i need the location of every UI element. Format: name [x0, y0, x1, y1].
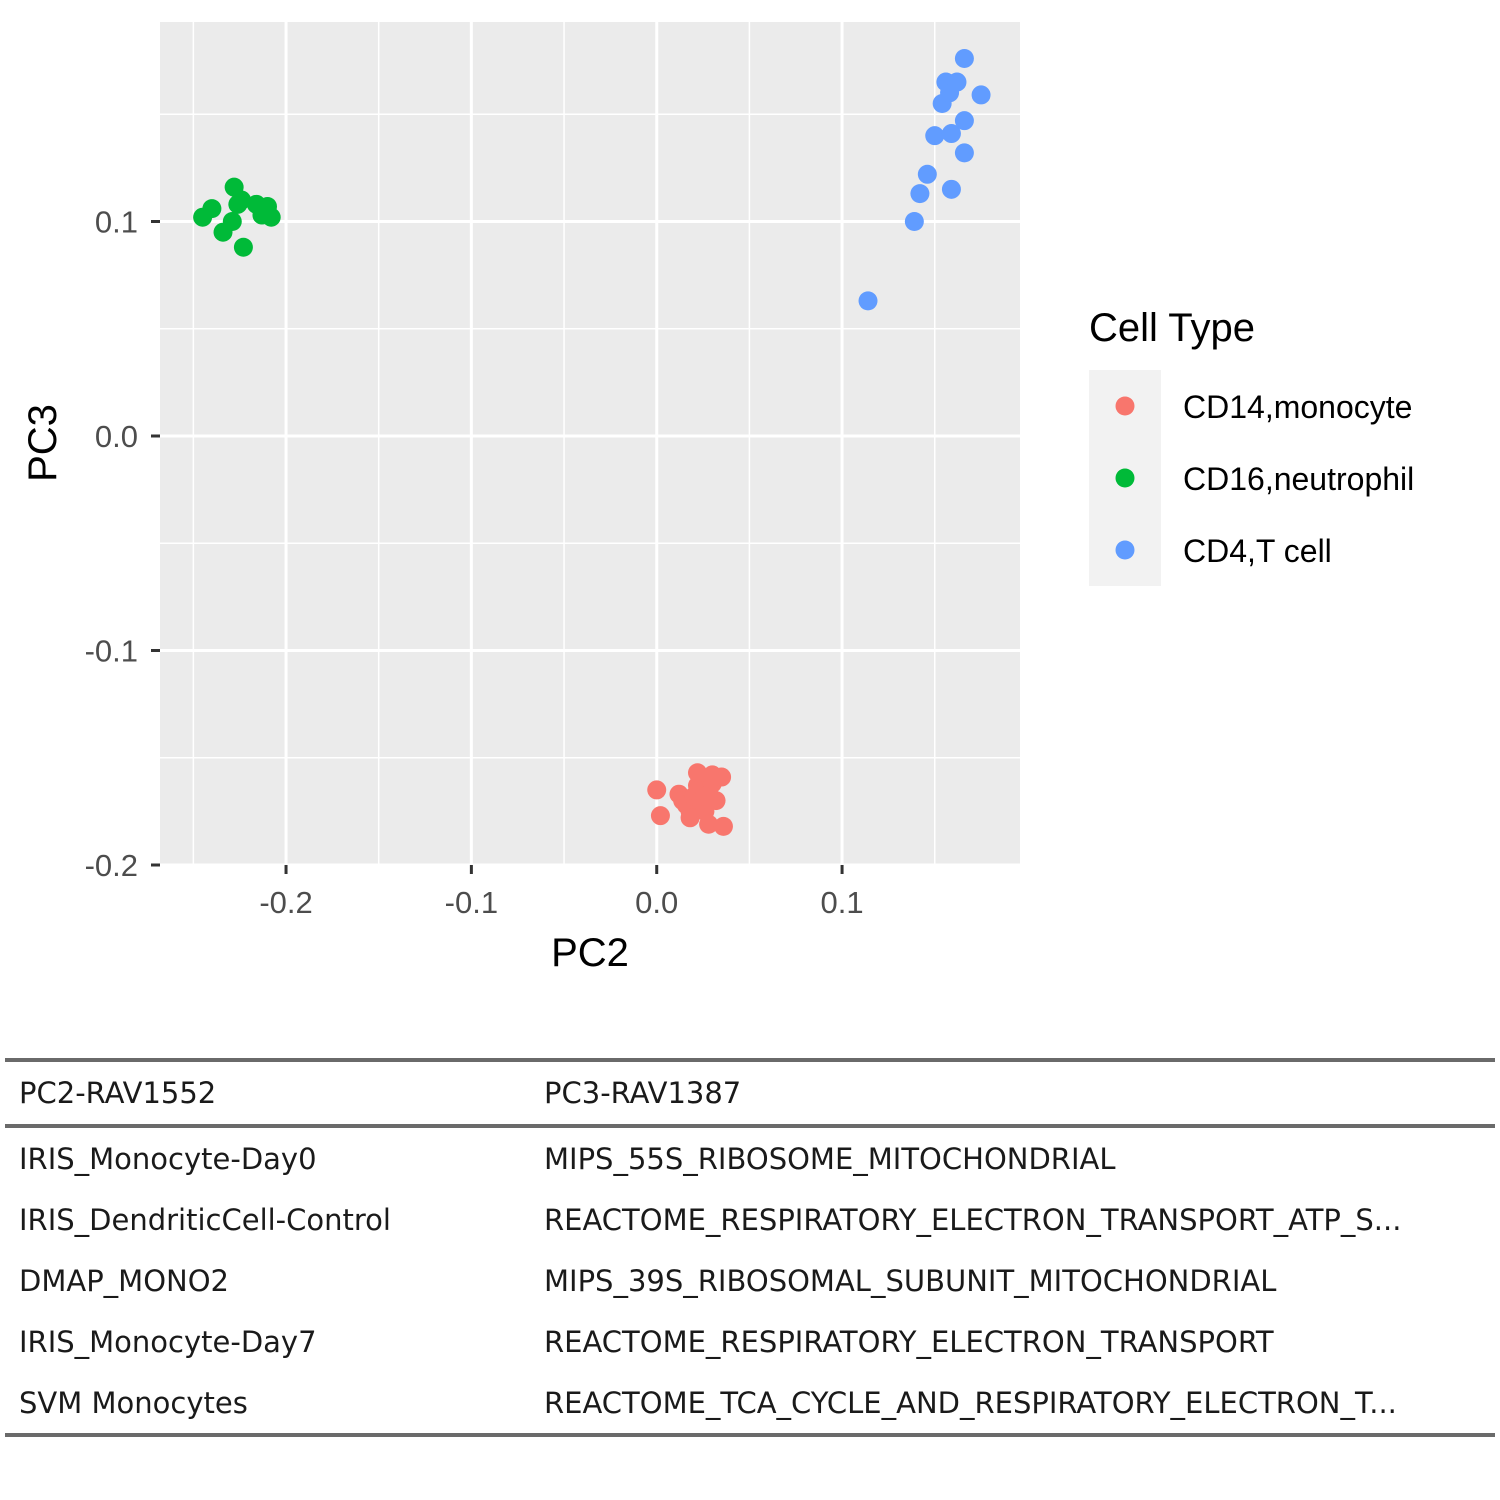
table-cell-pc2: SVM Monocytes — [19, 1385, 248, 1420]
table-cell-pc2: IRIS_Monocyte-Day0 — [19, 1141, 317, 1176]
point-cd4-t-cell — [910, 184, 930, 204]
table-row: DMAP_MONO2 MIPS_39S_RIBOSOMAL_SUBUNIT_MI… — [5, 1250, 1495, 1311]
point-cd4-t-cell — [904, 211, 924, 231]
table-cell-pc3: REACTOME_TCA_CYCLE_AND_RESPIRATORY_ELECT… — [544, 1385, 1397, 1420]
plot-panel — [160, 22, 1020, 865]
gene-set-table: PC2-RAV1552 PC3-RAV1387 IRIS_Monocyte-Da… — [5, 1058, 1495, 1437]
point-cd16-neutrophil — [261, 207, 281, 227]
y-axis: -0.2 -0.1 0.0 0.1 — [85, 204, 160, 883]
table-cell-pc3: MIPS_55S_RIBOSOME_MITOCHONDRIAL — [544, 1141, 1116, 1176]
x-axis-title: PC2 — [551, 931, 629, 975]
y-axis-title: PC3 — [21, 404, 65, 482]
table-cell-pc3: MIPS_39S_RIBOSOMAL_SUBUNIT_MITOCHONDRIAL — [544, 1263, 1277, 1298]
point-cd14-monocyte — [713, 816, 733, 836]
point-cd4-t-cell — [925, 126, 945, 146]
table-row: IRIS_Monocyte-Day0 MIPS_55S_RIBOSOME_MIT… — [5, 1126, 1495, 1189]
table-header-row: PC2-RAV1552 PC3-RAV1387 — [5, 1060, 1495, 1126]
point-cd16-neutrophil — [222, 211, 242, 231]
x-axis: -0.2 -0.1 0.0 0.1 — [259, 865, 864, 920]
legend-key-cd4-t-cell — [1115, 540, 1135, 560]
point-cd16-neutrophil — [202, 199, 222, 219]
y-tick-label: -0.2 — [85, 848, 138, 883]
data-points — [193, 48, 991, 836]
table-header-pc3: PC3-RAV1387 — [544, 1076, 742, 1110]
table-row: IRIS_Monocyte-Day7 REACTOME_RESPIRATORY_… — [5, 1311, 1495, 1372]
table-row: IRIS_DendriticCell-Control REACTOME_RESP… — [5, 1189, 1495, 1250]
y-tick-label: 0.0 — [95, 419, 138, 454]
point-cd14-monocyte — [688, 763, 707, 783]
legend: Cell Type CD14,monocyte CD16,neutrophil CD… — [1089, 306, 1414, 586]
x-tick-label: -0.1 — [445, 885, 498, 920]
table-header-pc2: PC2-RAV1552 — [19, 1076, 217, 1110]
table-cell-pc2: IRIS_Monocyte-Day7 — [19, 1324, 317, 1359]
legend-key-cd14-monocyte — [1115, 396, 1135, 416]
point-cd16-neutrophil — [232, 190, 252, 210]
point-cd4-t-cell — [941, 179, 961, 199]
point-cd14-monocyte — [680, 808, 700, 828]
x-tick-label: -0.2 — [259, 885, 312, 920]
point-cd4-t-cell — [954, 111, 974, 131]
point-cd14-monocyte — [712, 767, 732, 787]
minor-gridlines — [160, 22, 1020, 865]
legend-title: Cell Type — [1089, 306, 1255, 350]
point-cd14-monocyte — [647, 780, 667, 800]
legend-label-cd4-t-cell: CD4,T cell — [1183, 533, 1332, 569]
pca-scatter-plot: -0.2 -0.1 0.0 0.1 -0.2 -0.1 0.0 0.1 PC2 PC3 Ce… — [21, 22, 1414, 975]
point-cd16-neutrophil — [233, 237, 253, 257]
y-tick-label: 0.1 — [95, 204, 138, 239]
point-cd4-t-cell — [917, 164, 937, 184]
point-cd4-t-cell — [858, 291, 878, 311]
point-cd4-t-cell — [947, 72, 967, 92]
table-cell-pc3: REACTOME_RESPIRATORY_ELECTRON_TRANSPORT_… — [544, 1202, 1402, 1237]
major-gridlines — [160, 22, 1020, 867]
point-cd4-t-cell — [954, 48, 974, 68]
table-cell-pc3: REACTOME_RESPIRATORY_ELECTRON_TRANSPORT — [544, 1324, 1274, 1359]
point-cd4-t-cell — [954, 143, 974, 163]
table-row: SVM Monocytes REACTOME_TCA_CYCLE_AND_RES… — [5, 1372, 1495, 1435]
gene-set-table-container: PC2-RAV1552 PC3-RAV1387 IRIS_Monocyte-Da… — [5, 1058, 1495, 1437]
x-tick-label: 0.1 — [821, 885, 864, 920]
legend-key-cd16-neutrophil — [1115, 468, 1135, 488]
legend-label-cd16-neutrophil: CD16,neutrophil — [1183, 461, 1414, 497]
x-tick-label: 0.0 — [635, 885, 678, 920]
y-tick-label: -0.1 — [85, 633, 138, 668]
table-cell-pc2: IRIS_DendriticCell-Control — [19, 1202, 391, 1237]
table-cell-pc2: DMAP_MONO2 — [19, 1263, 229, 1298]
point-cd14-monocyte — [695, 786, 715, 806]
point-cd14-monocyte — [699, 814, 719, 834]
legend-label-cd14-monocyte: CD14,monocyte — [1183, 389, 1412, 425]
point-cd4-t-cell — [971, 85, 991, 105]
point-cd4-t-cell — [941, 124, 961, 144]
point-cd14-monocyte — [650, 806, 670, 826]
